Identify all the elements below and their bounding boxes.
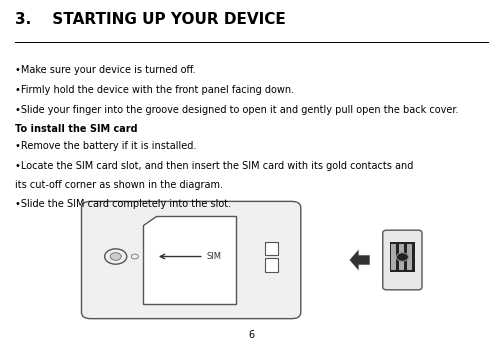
Text: 6: 6: [248, 330, 255, 340]
Text: •Locate the SIM card slot, and then insert the SIM card with its gold contacts a: •Locate the SIM card slot, and then inse…: [15, 161, 413, 171]
Text: •Slide your finger into the groove designed to open it and gently pull open the : •Slide your finger into the groove desig…: [15, 105, 459, 115]
FancyBboxPatch shape: [81, 201, 301, 319]
Polygon shape: [143, 216, 236, 304]
Bar: [390, 242, 415, 272]
Circle shape: [105, 249, 127, 264]
Circle shape: [110, 253, 121, 260]
Circle shape: [131, 254, 138, 259]
FancyBboxPatch shape: [383, 230, 422, 290]
Polygon shape: [350, 250, 370, 270]
Text: •Firmly hold the device with the front panel facing down.: •Firmly hold the device with the front p…: [15, 85, 294, 95]
Bar: [391, 244, 396, 270]
Bar: [407, 244, 411, 270]
Bar: [399, 244, 403, 270]
Text: •Slide the SIM card completely into the slot.: •Slide the SIM card completely into the …: [15, 199, 231, 209]
Text: 3.    STARTING UP YOUR DEVICE: 3. STARTING UP YOUR DEVICE: [15, 12, 286, 27]
Text: •Make sure your device is turned off.: •Make sure your device is turned off.: [15, 65, 196, 75]
Text: its cut-off corner as shown in the diagram.: its cut-off corner as shown in the diagr…: [15, 180, 223, 190]
Text: SIM: SIM: [206, 252, 221, 261]
Circle shape: [396, 253, 408, 261]
Bar: [266, 258, 278, 272]
Bar: [266, 242, 278, 255]
Text: To install the SIM card: To install the SIM card: [15, 124, 138, 134]
Text: •Remove the battery if it is installed.: •Remove the battery if it is installed.: [15, 141, 197, 151]
